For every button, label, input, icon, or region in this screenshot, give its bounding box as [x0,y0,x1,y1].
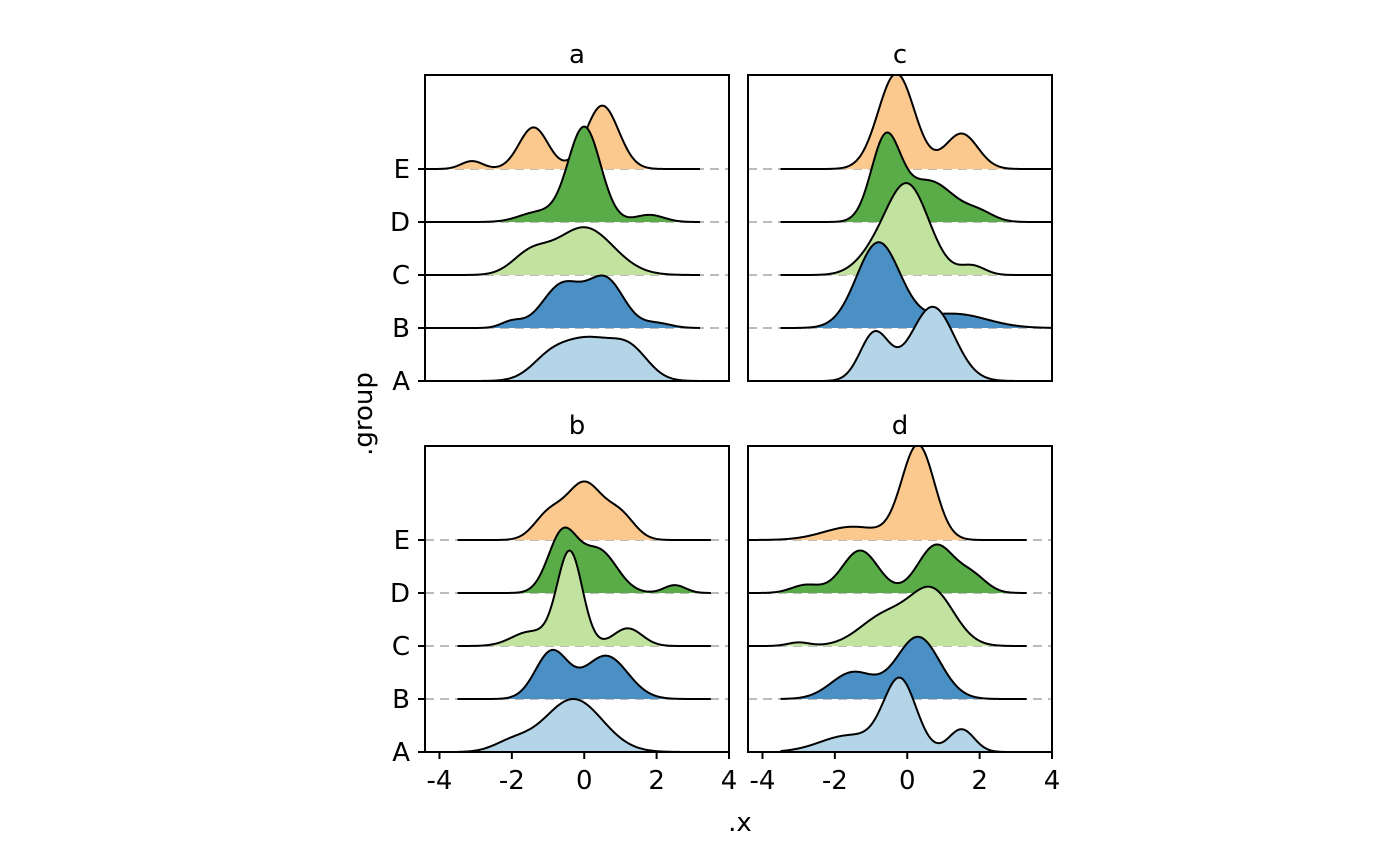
y-tick-label-b-D: D [390,579,410,609]
facet-title-a: a [569,40,585,70]
x-tick-label-d-1: -2 [822,766,848,796]
ridge-fill-b-A [457,699,711,752]
ridge-fill-c-C [780,183,1052,275]
x-tick-label-d-0: -4 [750,766,776,796]
ridge-line-c-D [780,131,1052,223]
y-tick-label-b-E: E [394,526,410,556]
ridge-line-d-D [748,543,1027,594]
x-axis-title: .x [728,808,752,838]
y-tick-label-a-B: B [392,314,410,344]
ridge-fill-a-D [425,126,701,222]
y-tick-label-b-C: C [392,632,410,662]
ridge-line-d-B [780,635,1027,700]
ridge-line-d-C [748,585,1027,647]
facet-title-c: c [893,40,907,70]
x-tick-label-b-1: -2 [499,766,525,796]
ridge-fill-a-B [425,275,701,328]
ridge-line-a-C [425,226,701,276]
panel-frame-b [424,445,730,753]
ridge-line-b-B [457,648,711,700]
ridge-line-a-E [425,104,701,170]
ridge-fill-d-D [748,544,1027,593]
y-tick-label-b-B: B [392,685,410,715]
x-tick-label-b-0: -4 [427,766,453,796]
facet-title-d: d [892,411,909,441]
ridge-line-b-C [457,549,711,647]
ridge-line-d-A [780,676,1027,752]
panel-frame-a [424,74,730,382]
ridge-fill-d-E [748,446,1027,540]
ridge-fill-a-A [425,336,701,381]
y-tick-label-a-C: C [392,261,410,291]
ridge-fill-c-B [780,242,1052,328]
ridge-line-c-C [780,182,1052,276]
facet-panel-c: c [747,40,1053,382]
x-tick-label-d-3: 2 [971,766,988,796]
ridge-fill-b-B [457,649,711,699]
ridge-line-b-D [457,526,711,594]
x-tick-label-b-2: 0 [576,766,593,796]
ridge-fill-c-A [824,306,1027,381]
ridge-fill-d-B [780,636,1027,699]
x-tick-label-b-4: 4 [721,766,738,796]
ridge-line-b-E [457,480,711,541]
panel-frame-d [747,445,1053,753]
x-tick-label-d-2: 0 [899,766,916,796]
ridge-line-a-B [425,274,701,329]
x-tick-label-b-3: 2 [648,766,665,796]
y-tick-label-a-E: E [394,155,410,185]
ridge-line-d-E [748,446,1027,541]
ridge-fill-c-E [780,75,1052,169]
y-tick-label-a-A: A [392,367,410,397]
y-tick-label-b-A: A [392,738,410,768]
facet-title-b: b [569,411,586,441]
x-tick-label-d-4: 4 [1044,766,1061,796]
ridge-line-a-D [425,125,701,223]
ridge-line-c-E [780,75,1052,170]
ridge-fill-b-E [457,481,711,540]
ridge-fill-b-D [457,527,711,593]
ridge-line-c-A [823,305,1027,381]
ridge-fill-d-A [780,677,1027,752]
y-tick-label-a-D: D [390,208,410,238]
panel-frame-c [747,74,1053,382]
facet-panel-d: d -4 -2 0 2 4 [747,411,1061,796]
y-axis-title: .group [349,372,379,456]
ridge-fill-d-C [748,586,1027,646]
ridge-line-c-B [780,241,1052,329]
